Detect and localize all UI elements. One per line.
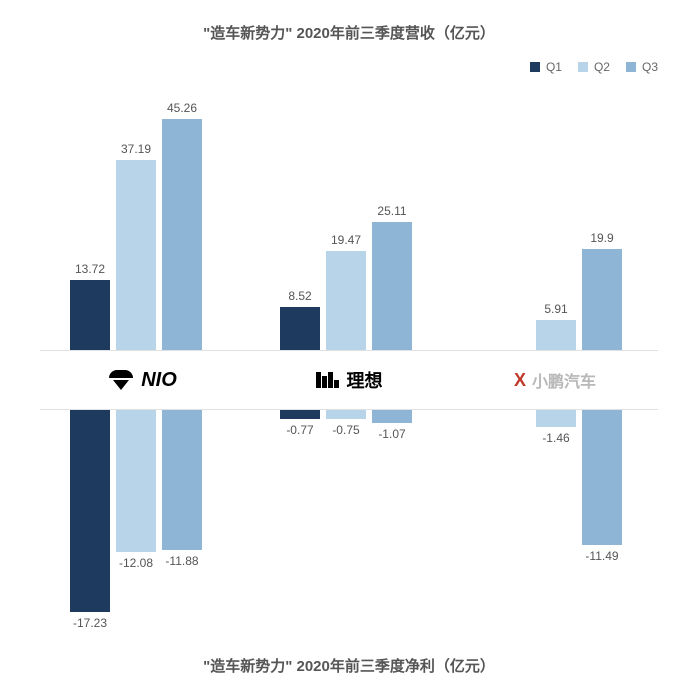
bar-group: 8.5219.4725.11	[280, 95, 450, 350]
company-xpeng: X 小鹏汽车	[452, 351, 658, 409]
bar: -12.08	[116, 410, 156, 552]
legend-item: Q1	[530, 60, 562, 74]
bar-group: 13.7237.1945.26	[70, 95, 240, 350]
profit-chart: -17.23-12.08-11.88-0.77-0.75-1.07-1.46-1…	[40, 410, 658, 645]
bar: 37.19	[116, 160, 156, 350]
bar: 13.72	[70, 280, 110, 350]
bar: 5.91	[536, 320, 576, 350]
bar: 19.9	[582, 249, 622, 350]
bar: -0.77	[280, 410, 320, 419]
bar: -1.46	[536, 410, 576, 427]
bar: 25.11	[372, 222, 412, 350]
bar-value-label: -1.07	[362, 427, 422, 441]
bar-value-label: -11.49	[572, 549, 632, 563]
nio-logo-icon	[109, 370, 133, 390]
company-row: NIO 理想 X 小鹏汽车	[40, 350, 658, 410]
bar-value-label: 5.91	[526, 302, 586, 316]
legend-item: Q2	[578, 60, 610, 74]
legend: Q1 Q2 Q3	[530, 60, 658, 74]
bar: -1.07	[372, 410, 412, 423]
legend-label: Q2	[594, 60, 610, 74]
bar: -0.75	[326, 410, 366, 419]
company-label: 理想	[347, 367, 383, 393]
legend-swatch-q2	[578, 62, 588, 72]
bar-group: -17.23-12.08-11.88	[70, 410, 240, 645]
bar-value-label: 13.72	[60, 262, 120, 276]
bottom-title: "造车新势力" 2020年前三季度净利（亿元）	[0, 655, 698, 676]
bar: 8.52	[280, 307, 320, 350]
bar-value-label: 19.9	[572, 231, 632, 245]
company-label: NIO	[141, 369, 177, 392]
legend-item: Q3	[626, 60, 658, 74]
bar-value-label: 37.19	[106, 142, 166, 156]
company-li: 理想	[246, 351, 452, 409]
bar: 19.47	[326, 251, 366, 350]
bar-value-label: 25.11	[362, 204, 422, 218]
li-logo-icon	[316, 372, 339, 388]
bar: -11.49	[582, 410, 622, 545]
top-title: "造车新势力" 2020年前三季度营收（亿元）	[0, 22, 698, 43]
legend-label: Q1	[546, 60, 562, 74]
xpeng-logo-icon: X	[514, 370, 524, 391]
bar-value-label: -11.88	[152, 554, 212, 568]
revenue-chart: 13.7237.1945.268.5219.4725.115.9119.9	[40, 95, 658, 350]
company-label: 小鹏汽车	[532, 368, 596, 392]
legend-swatch-q1	[530, 62, 540, 72]
bar-group: -1.46-11.49	[490, 410, 660, 645]
legend-swatch-q3	[626, 62, 636, 72]
bar-value-label: 8.52	[270, 289, 330, 303]
bar: 45.26	[162, 119, 202, 350]
bar: -17.23	[70, 410, 110, 612]
bar-value-label: -17.23	[60, 616, 120, 630]
bar-group: -0.77 -0.75 -1.07	[280, 410, 450, 645]
bar: -11.88	[162, 410, 202, 550]
bar-value-label: 45.26	[152, 101, 212, 115]
bar-value-label: -1.46	[526, 431, 586, 445]
legend-label: Q3	[642, 60, 658, 74]
bar-value-label: 19.47	[316, 233, 376, 247]
company-nio: NIO	[40, 351, 246, 409]
bar-group: 5.9119.9	[490, 95, 660, 350]
